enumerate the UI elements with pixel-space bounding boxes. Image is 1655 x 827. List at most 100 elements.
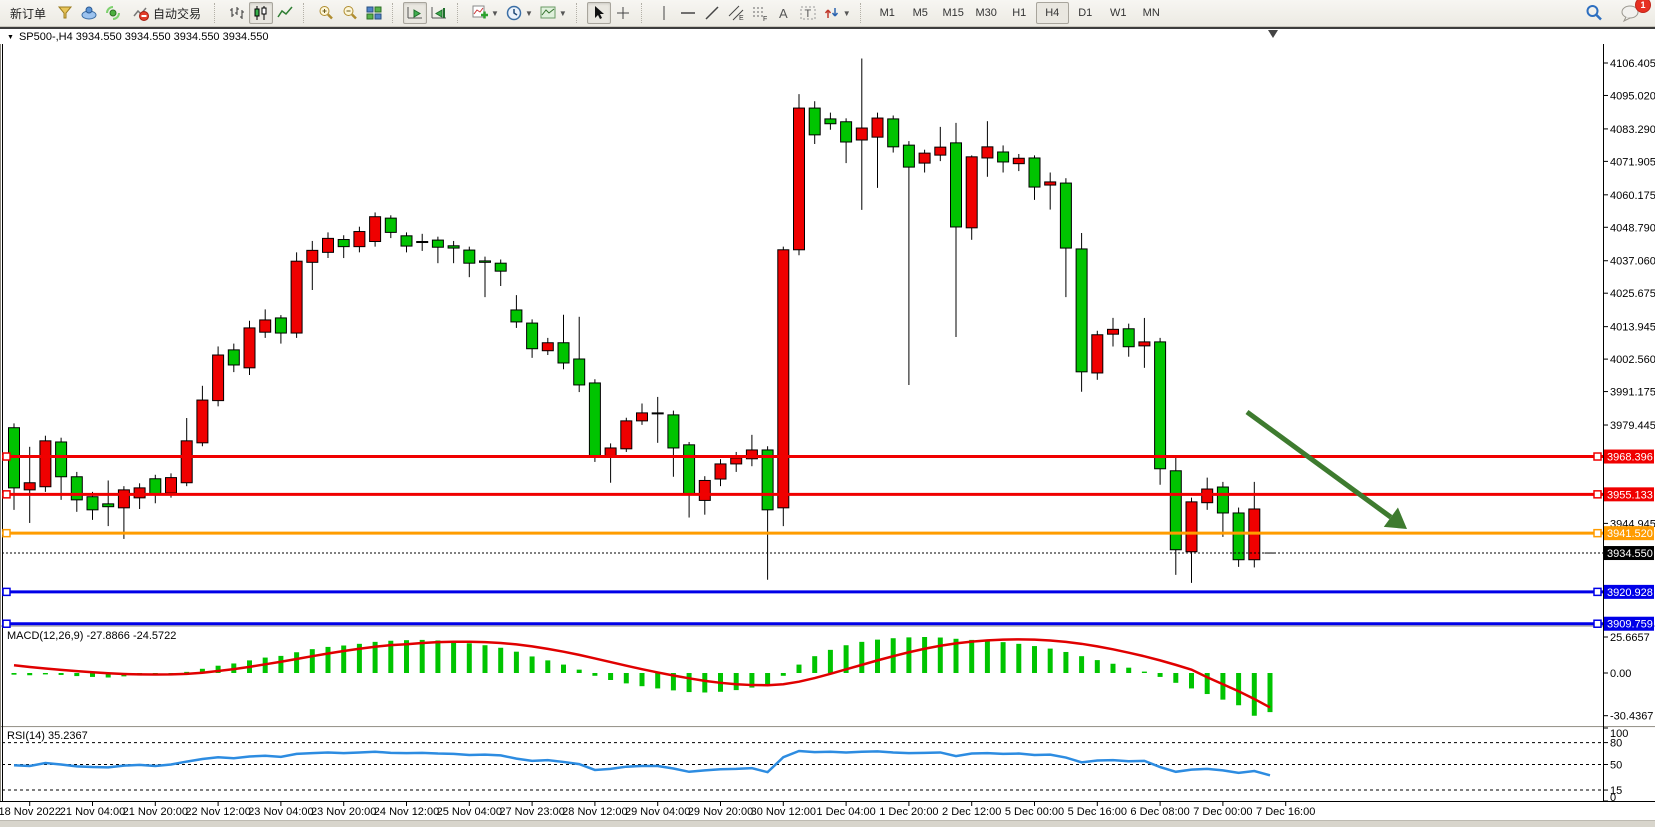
time-tick-label: 29 Nov 04:00 <box>625 806 690 818</box>
price-badge <box>1604 616 1654 631</box>
time-tick-label: 21 Nov 20:00 <box>123 806 188 818</box>
line-chart-button[interactable] <box>273 2 297 24</box>
chart-shift-button[interactable] <box>427 2 451 24</box>
arrows-button[interactable]: ▼ <box>820 2 854 24</box>
line-anchor <box>2 452 11 461</box>
timeframe-D1[interactable]: D1 <box>1078 7 1093 19</box>
price-tick-label: 4060.175 <box>1610 190 1655 202</box>
candle-body <box>1232 512 1245 561</box>
price-badge <box>1604 546 1654 561</box>
price-chart[interactable]: 4106.405 4095.020 4083.290 4071.905 4060.175… <box>0 44 1655 827</box>
price-badge <box>1604 449 1654 464</box>
timeframe-H4[interactable]: H4 <box>1035 2 1069 24</box>
search-button[interactable] <box>1581 2 1607 24</box>
timeframe-M30[interactable]: M30 <box>975 7 997 19</box>
candle-body <box>369 216 382 243</box>
time-tick-label: 5 Dec 00:00 <box>1005 806 1064 818</box>
chart-shift-icon <box>431 7 447 19</box>
publisher-button[interactable] <box>77 2 101 24</box>
zoom-out-button[interactable] <box>338 2 362 24</box>
macd-tick-label: -30.4367 <box>1610 711 1653 723</box>
autotrading-button[interactable]: 自动交易 <box>125 2 208 24</box>
horizontal-line-button[interactable] <box>676 2 700 24</box>
trendline-button[interactable] <box>700 2 724 24</box>
crosshair-button[interactable] <box>611 2 635 24</box>
candle-body <box>306 249 319 263</box>
toolbar-separator <box>303 3 310 23</box>
timeframe-W1[interactable]: W1 <box>1109 7 1127 19</box>
time-tick-label: 23 Nov 20:00 <box>311 806 376 818</box>
candle-body <box>855 127 868 141</box>
candle-body <box>761 449 774 511</box>
timeframe-M5[interactable]: M5 <box>912 7 928 19</box>
candle-body <box>887 118 900 148</box>
candle-body <box>1185 501 1198 553</box>
candle-body <box>431 239 444 248</box>
chart-shift-marker[interactable] <box>1268 30 1278 38</box>
chat-icon <box>1621 5 1639 23</box>
price-tick-label: 3979.445 <box>1610 420 1655 432</box>
candle-body <box>588 382 601 457</box>
templates-button[interactable]: ▼ <box>536 2 570 24</box>
candle-body <box>1044 181 1057 186</box>
timeframe-MN[interactable]: MN <box>1142 7 1160 19</box>
signals-button[interactable] <box>101 2 125 24</box>
publisher-cloud-icon <box>81 6 97 20</box>
price-tick-label: 4071.905 <box>1610 156 1655 168</box>
cursor-button[interactable] <box>586 2 611 24</box>
auto-scroll-icon <box>407 7 423 19</box>
text-button[interactable]: A <box>772 2 796 24</box>
bar-chart-button[interactable] <box>225 2 249 24</box>
candle-body <box>259 319 272 333</box>
arrows-icon <box>824 8 838 18</box>
tile-windows-button[interactable] <box>362 2 386 24</box>
time-tick-label: 24 Nov 12:00 <box>374 806 439 818</box>
label-button[interactable]: T <box>796 2 820 24</box>
autotrading-icon <box>133 7 150 21</box>
candle-body <box>793 107 805 251</box>
chat-button[interactable]: 1 <box>1617 0 1651 24</box>
channel-button[interactable]: E <box>724 2 748 24</box>
price-badge <box>1604 526 1654 541</box>
line-anchor <box>1593 490 1602 499</box>
candle-body <box>1075 248 1088 373</box>
time-tick-label: 27 Nov 23:00 <box>499 806 564 818</box>
candle-body <box>322 237 334 253</box>
candle-body <box>950 142 962 228</box>
zoom-out-icon <box>343 6 357 20</box>
funnel-button[interactable] <box>53 2 77 24</box>
line-chart-icon <box>277 6 293 18</box>
macd-signal-line <box>13 638 1271 709</box>
timeframe-M1[interactable]: M1 <box>879 7 895 19</box>
candle-body <box>1201 488 1214 504</box>
candle-body <box>871 117 884 138</box>
candle-body <box>1028 157 1041 188</box>
fibonacci-button[interactable]: F <box>748 2 772 24</box>
indicators-button[interactable]: ▼ <box>468 2 502 24</box>
rsi-tick-label: 100 <box>1610 728 1628 740</box>
periods-button[interactable]: ▼ <box>502 2 536 24</box>
toolbar-separator <box>640 3 648 23</box>
trend-arrow <box>1245 409 1393 520</box>
candle-body <box>1169 470 1182 551</box>
auto-scroll-button[interactable] <box>403 2 428 24</box>
symbol-dropdown-icon[interactable]: ▼ <box>7 33 14 41</box>
timeframe-M15[interactable]: M15 <box>942 7 964 19</box>
candle-body <box>212 354 225 402</box>
time-tick-label: 29 Nov 20:00 <box>688 806 753 818</box>
trend-arrow-head <box>1383 507 1407 529</box>
zoom-in-button[interactable] <box>314 2 338 24</box>
toolbar-separator <box>392 3 399 23</box>
timeframe-H1[interactable]: H1 <box>1012 7 1027 19</box>
candlestick-chart-button[interactable] <box>249 2 274 24</box>
price-badge <box>1604 487 1654 502</box>
new-order-button[interactable]: 新订单 <box>3 2 53 24</box>
candle-body <box>274 317 287 334</box>
search-icon <box>1586 5 1602 21</box>
candle-body <box>39 440 52 488</box>
candle-body <box>1122 328 1135 348</box>
price-tick-label: 4002.560 <box>1610 354 1655 366</box>
crosshair-icon <box>616 7 629 19</box>
vertical-line-button[interactable] <box>652 2 676 24</box>
indicators-icon <box>472 5 489 19</box>
